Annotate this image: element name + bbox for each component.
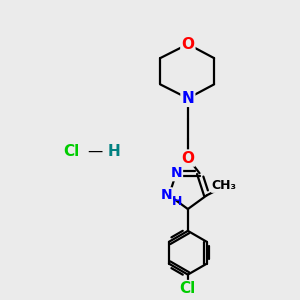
Text: Cl: Cl bbox=[63, 144, 80, 159]
Text: N: N bbox=[182, 91, 194, 106]
Text: N: N bbox=[160, 188, 172, 203]
Text: CH₃: CH₃ bbox=[212, 179, 237, 192]
Text: O: O bbox=[182, 151, 194, 166]
Text: N: N bbox=[170, 166, 182, 180]
Text: O: O bbox=[182, 37, 194, 52]
Text: H: H bbox=[172, 195, 182, 208]
Text: —: — bbox=[87, 144, 102, 159]
Text: H: H bbox=[107, 144, 120, 159]
Text: Cl: Cl bbox=[180, 281, 196, 296]
